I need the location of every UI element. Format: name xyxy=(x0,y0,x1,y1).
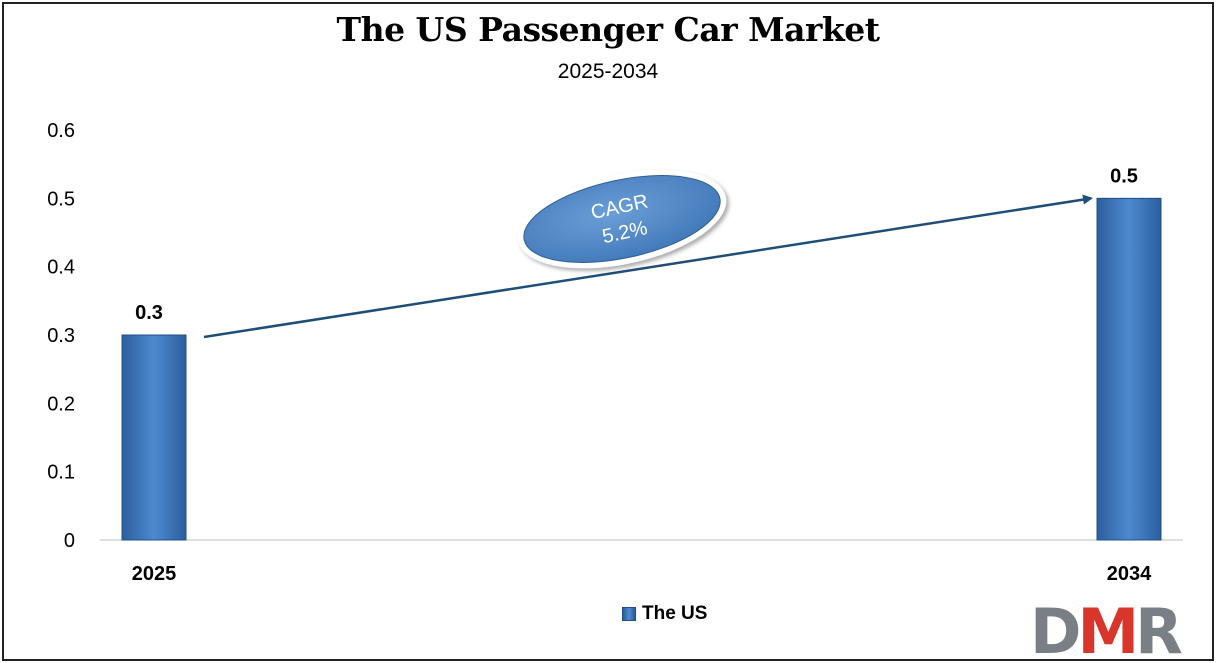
y-tick-label: 0 xyxy=(64,530,75,552)
y-tick-label: 0.6 xyxy=(47,120,75,142)
legend-label: The US xyxy=(642,603,708,624)
y-tick-label: 0.4 xyxy=(47,257,75,279)
logo-letter-r: R xyxy=(1135,597,1182,659)
chart-title: The US Passenger Car Market xyxy=(336,10,880,49)
logo-text: DMR xyxy=(1030,597,1182,659)
legend: The US xyxy=(622,603,707,625)
y-tick-label: 0.5 xyxy=(47,188,75,210)
logo-letter-m: M xyxy=(1077,597,1135,659)
data-label: 0.5 xyxy=(1110,165,1138,187)
x-tick-label: 2025 xyxy=(132,563,177,585)
cagr-bubble: CAGR 5.2% xyxy=(517,169,727,269)
y-tick-label: 0.1 xyxy=(47,462,75,484)
y-tick-label: 0.3 xyxy=(47,325,75,347)
dmr-logo: DMR xyxy=(1030,597,1186,659)
chart-subtitle: 2025-2034 xyxy=(557,60,659,83)
y-tick-label: 0.2 xyxy=(47,393,75,415)
logo-letter-d: D xyxy=(1030,597,1079,659)
x-tick-label: 2034 xyxy=(1107,563,1152,585)
bar xyxy=(1096,197,1162,541)
bar xyxy=(121,334,187,541)
legend-swatch xyxy=(622,607,636,621)
data-label: 0.3 xyxy=(135,302,163,324)
cagr-arrow xyxy=(203,194,1093,339)
